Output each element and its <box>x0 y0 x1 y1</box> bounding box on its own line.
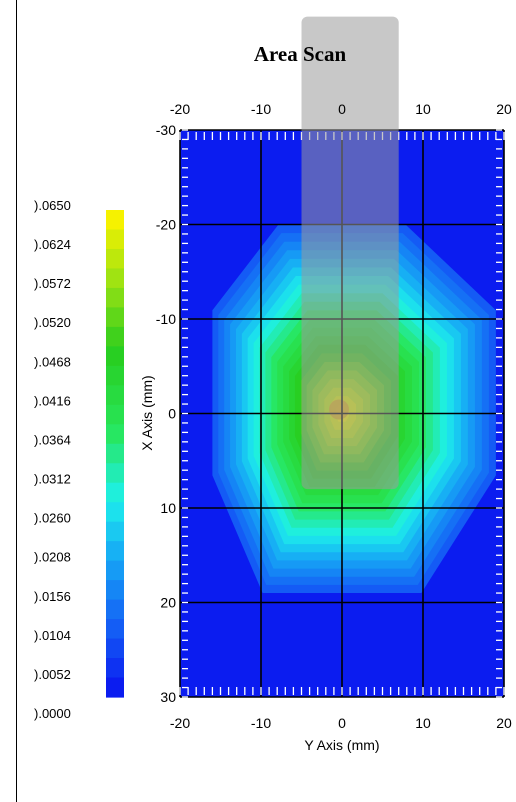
colorbar-label: ).0104 <box>34 628 71 643</box>
colorbar-label: ).0624 <box>34 237 71 252</box>
x-tick-label-top: -10 <box>251 101 271 117</box>
y-tick-label: 20 <box>160 595 176 611</box>
colorbar-segment <box>106 365 124 386</box>
colorbar-segment <box>106 307 124 328</box>
colorbar-segment <box>106 424 124 445</box>
colorbar-segment <box>106 658 124 679</box>
colorbar-segment <box>106 326 124 347</box>
y-tick-label: -20 <box>156 217 176 233</box>
y-axis-title: X Axis (mm) <box>139 375 155 450</box>
colorbar-label: ).0416 <box>34 393 71 408</box>
y-tick-label: -30 <box>156 122 176 138</box>
x-tick-label-bottom: -10 <box>251 715 271 731</box>
colorbar-segment <box>106 580 124 601</box>
axes-labels: -20 -20 -10 -10 0 0 10 10 20 20 -30 -20 -10 0 10 20 30 <box>156 101 512 731</box>
colorbar-label: ).0052 <box>34 667 71 682</box>
x-tick-label-top: 20 <box>496 101 512 117</box>
colorbar-segment <box>106 502 124 523</box>
colorbar-label: ).0468 <box>34 354 71 369</box>
frame-minor-ticks <box>179 129 505 698</box>
colorbar-segment <box>106 619 124 640</box>
y-tick-label: 30 <box>160 689 176 705</box>
colorbar-segment <box>106 287 124 308</box>
colorbar-segment <box>106 560 124 581</box>
y-tick-label: 0 <box>168 406 176 422</box>
x-axis-title: Y Axis (mm) <box>304 737 379 753</box>
colorbar-segment <box>106 638 124 659</box>
x-tick-label-bottom: -20 <box>170 715 190 731</box>
colorbar-segment <box>106 443 124 464</box>
y-tick-label: -10 <box>156 311 176 327</box>
colorbar-label: ).0572 <box>34 276 71 291</box>
colorbar-segment <box>106 541 124 562</box>
colorbar-label: ).0260 <box>34 511 71 526</box>
colorbar-segment <box>106 599 124 620</box>
x-tick-label-top: 0 <box>338 101 346 117</box>
x-tick-label-bottom: 10 <box>415 715 431 731</box>
colorbar-label: ).0000 <box>34 706 71 721</box>
colorbar-label: ).0364 <box>34 432 71 447</box>
colorbar-label: ).0208 <box>34 550 71 565</box>
colorbar-label: ).0312 <box>34 472 71 487</box>
colorbar-label: ).0156 <box>34 589 71 604</box>
colorbar-segment <box>106 385 124 406</box>
x-tick-label-bottom: 0 <box>338 715 346 731</box>
colorbar-label: ).0650 <box>34 198 71 213</box>
colorbar: ).0650 ).0624 ).0572 ).0520 ).0468 ).0416 ).03… <box>34 198 124 721</box>
colorbar-segment <box>106 404 124 425</box>
colorbar-segment <box>106 346 124 367</box>
colorbar-segment <box>106 463 124 484</box>
colorbar-segment <box>106 482 124 503</box>
y-tick-label: 10 <box>160 500 176 516</box>
x-tick-label-top: -20 <box>170 101 190 117</box>
x-tick-label-top: 10 <box>415 101 431 117</box>
scan-region-overlay <box>301 16 399 490</box>
colorbar-segment <box>106 268 124 289</box>
x-tick-label-bottom: 20 <box>496 715 512 731</box>
colorbar-segment <box>106 677 124 698</box>
chart-title: Area Scan <box>254 42 347 66</box>
colorbar-label: ).0520 <box>34 315 71 330</box>
colorbar-segment <box>106 210 124 231</box>
colorbar-segment <box>106 229 124 250</box>
colorbar-segment <box>106 521 124 542</box>
colorbar-segment <box>106 248 124 270</box>
